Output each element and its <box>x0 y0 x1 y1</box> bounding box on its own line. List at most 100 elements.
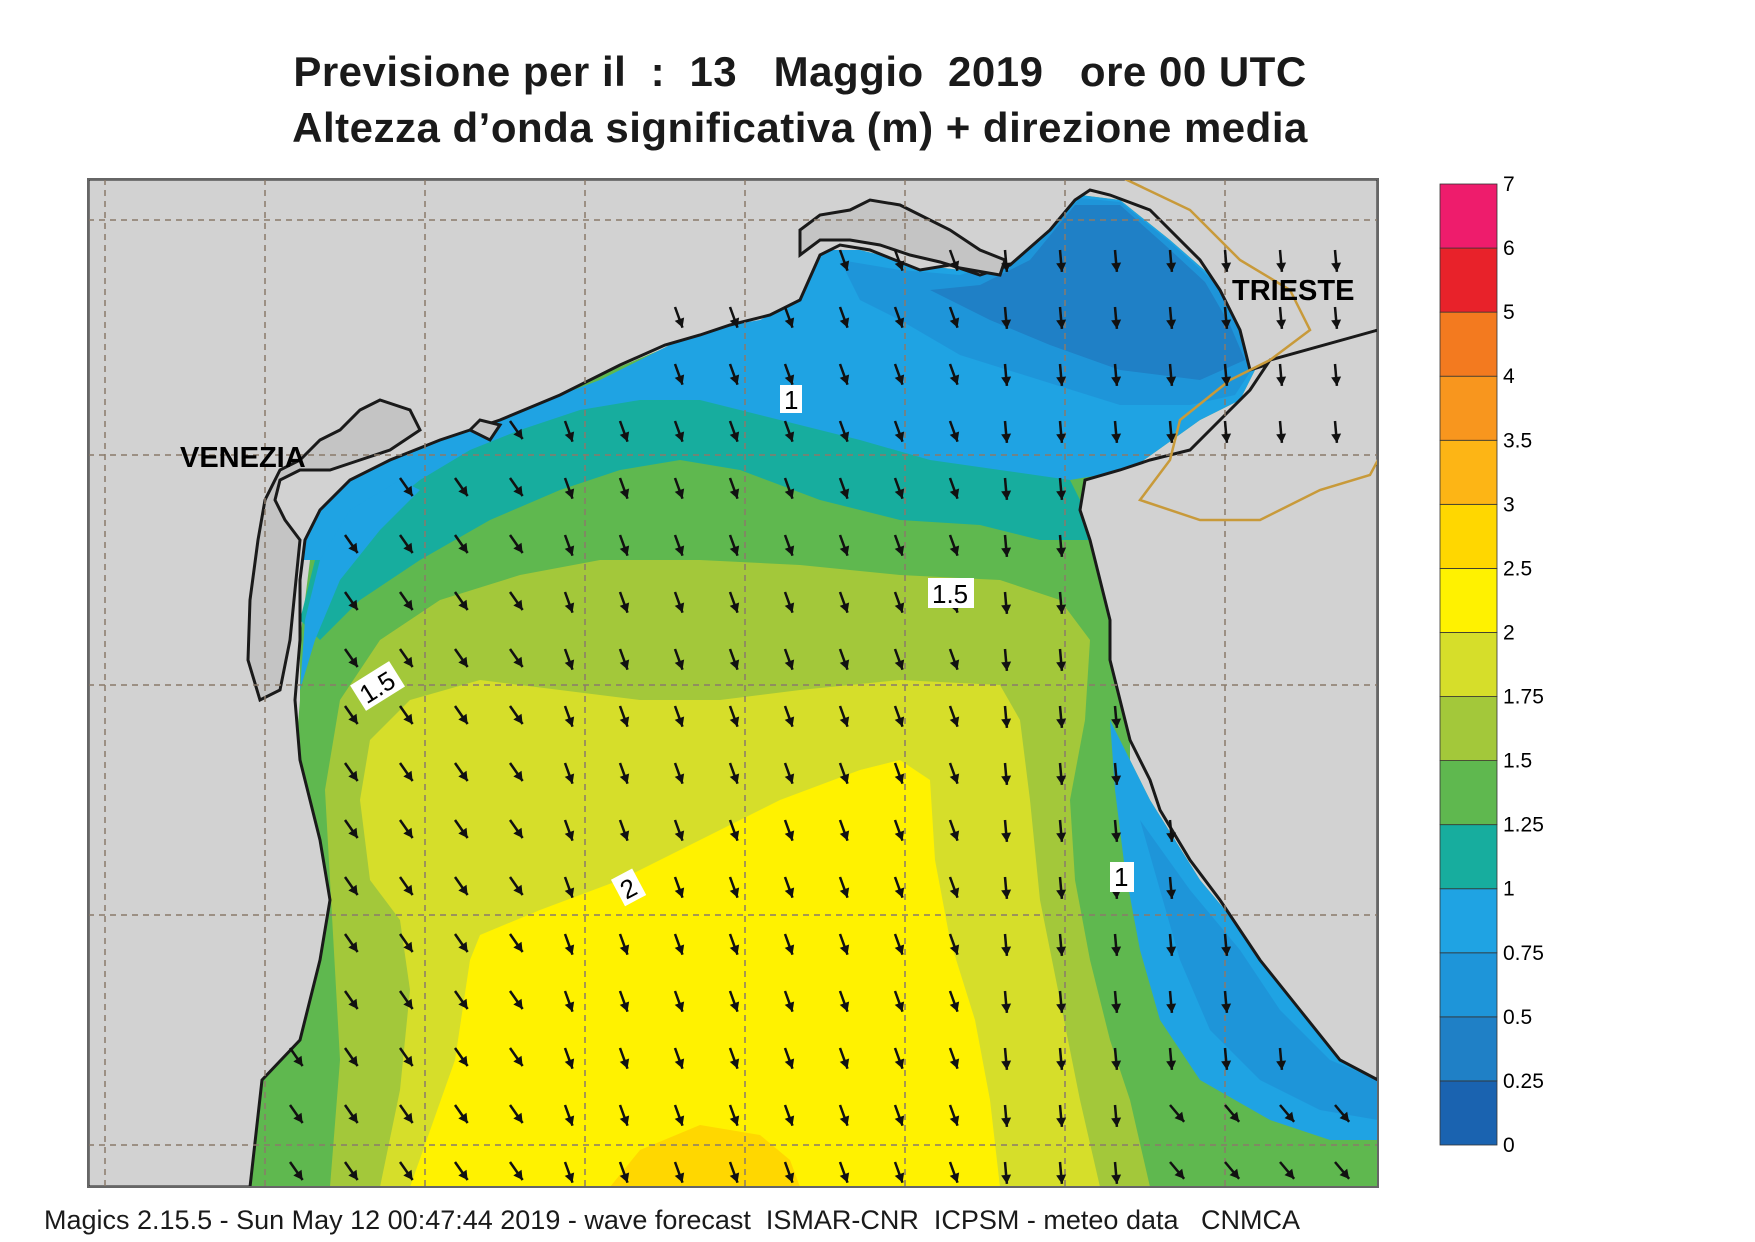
wave-arrow-head <box>293 1169 303 1181</box>
wave-arrow-head <box>1276 262 1287 272</box>
wave-arrow-head <box>784 374 795 385</box>
wave-arrow-head <box>513 827 523 839</box>
wave-arrow-head <box>674 830 685 841</box>
wave-arrow-head <box>729 545 740 556</box>
wave-arrow-head <box>894 830 905 841</box>
wave-arrow-head <box>674 944 685 955</box>
wave-arrow-head <box>1056 490 1067 500</box>
wave-arrow-head <box>293 1055 303 1067</box>
wave-arrow-head <box>458 599 468 611</box>
wave-arrow-head <box>1111 433 1122 443</box>
wave-arrow-head <box>1111 1117 1122 1127</box>
wave-arrow-head <box>784 773 795 784</box>
legend-level-label: 6 <box>1503 237 1515 260</box>
wave-arrow-head <box>564 602 575 613</box>
legend-swatch <box>1439 247 1498 313</box>
wave-arrow-head <box>784 830 795 841</box>
wave-arrow-head <box>1111 262 1122 272</box>
wave-arrow-head <box>513 770 523 782</box>
wave-arrow-head <box>348 542 358 554</box>
wave-arrow-head <box>458 656 468 668</box>
wave-arrow-head <box>729 887 740 898</box>
wave-arrow-head <box>894 545 905 556</box>
land-istria <box>1078 328 1378 1082</box>
wave-arrow-head <box>839 944 850 955</box>
wave-arrow-head <box>513 1112 523 1124</box>
contour-0.25-0.5 <box>930 205 1245 380</box>
wave-arrow-head <box>949 431 960 442</box>
wave-arrow-head <box>619 602 630 613</box>
wave-arrow-head <box>564 830 575 841</box>
wave-arrow-head <box>839 830 850 841</box>
legend-level-label: 2.5 <box>1503 557 1532 580</box>
wave-arrow-head <box>619 545 630 556</box>
wave-arrow-head <box>1331 376 1342 386</box>
wave-arrow-head <box>564 1172 575 1183</box>
wave-arrow-head <box>894 944 905 955</box>
wave-arrow-head <box>619 1001 630 1012</box>
contour-label-1-north: 1 <box>784 385 798 415</box>
sea-contours <box>88 179 1378 1187</box>
wave-arrow-head <box>348 656 358 668</box>
wave-arrow-head <box>1276 319 1287 329</box>
legend-level-label: 3.5 <box>1503 429 1532 452</box>
wave-arrow-head <box>894 659 905 670</box>
wave-arrow-head <box>1221 376 1232 386</box>
wave-arrow-head <box>513 1169 523 1181</box>
wave-arrow-head <box>729 1058 740 1069</box>
graticule <box>88 179 1378 1187</box>
wave-arrow-head <box>1001 1060 1012 1070</box>
wave-arrow-head <box>403 1112 413 1124</box>
wave-arrow-head <box>729 1172 740 1183</box>
wave-arrow-head <box>729 488 740 499</box>
wave-arrow-head <box>1056 433 1067 443</box>
wave-arrow-head <box>348 1169 358 1181</box>
wave-arrow-head <box>403 542 413 554</box>
wave-arrow-head <box>894 374 905 385</box>
wave-arrow-head <box>674 659 685 670</box>
wave-arrow-head <box>1111 832 1122 842</box>
wave-arrow-head <box>403 1055 413 1067</box>
wave-arrow-head <box>949 887 960 898</box>
wave-arrow-head <box>458 998 468 1010</box>
wave-arrow-head <box>619 488 630 499</box>
wave-arrow-head <box>839 659 850 670</box>
wave-arrow-head <box>784 944 795 955</box>
wave-arrow-head <box>1056 832 1067 842</box>
legend-level-label: 0.25 <box>1503 1070 1544 1093</box>
wave-arrow-head <box>1001 262 1012 272</box>
wave-arrow-head <box>729 431 740 442</box>
legend-swatch <box>1439 760 1498 826</box>
wave-arrow-head <box>949 830 960 841</box>
wave-arrow-head <box>1001 433 1012 443</box>
legend-level-label: 1.25 <box>1503 814 1544 837</box>
wave-arrow-head <box>619 1172 630 1183</box>
wave-arrow-head <box>674 545 685 556</box>
wave-arrow-head <box>674 887 685 898</box>
wave-arrow-head <box>894 317 905 328</box>
wave-arrow-head <box>1221 319 1232 329</box>
wave-arrow-head <box>894 716 905 727</box>
wave-arrow-head <box>348 1112 358 1124</box>
wave-arrow-head <box>348 827 358 839</box>
wave-arrow-head <box>564 1115 575 1126</box>
wave-arrow-head <box>1001 1003 1012 1013</box>
wave-arrow-head <box>839 1001 850 1012</box>
land-grado-marano <box>798 198 1007 277</box>
wave-arrow-head <box>784 488 795 499</box>
wave-arrow-head <box>894 488 905 499</box>
wave-arrow-head <box>674 374 685 385</box>
wave-arrow-head <box>1111 718 1122 728</box>
wave-arrow-head <box>348 713 358 725</box>
wave-arrow-head <box>949 488 960 499</box>
wave-arrow-head <box>458 1169 468 1181</box>
wave-arrow-head <box>513 542 523 554</box>
wave-arrow-head <box>1166 376 1177 386</box>
wave-arrow-head <box>619 944 630 955</box>
wave-arrow-head <box>839 773 850 784</box>
map-frame <box>87 178 1379 1188</box>
chart-title-line-1: Previsione per il : 13 Maggio 2019 ore 0… <box>293 48 1307 95</box>
legend-swatch <box>1439 375 1498 441</box>
wave-arrow-head <box>458 485 468 497</box>
legend-level-label: 0.75 <box>1503 942 1544 965</box>
